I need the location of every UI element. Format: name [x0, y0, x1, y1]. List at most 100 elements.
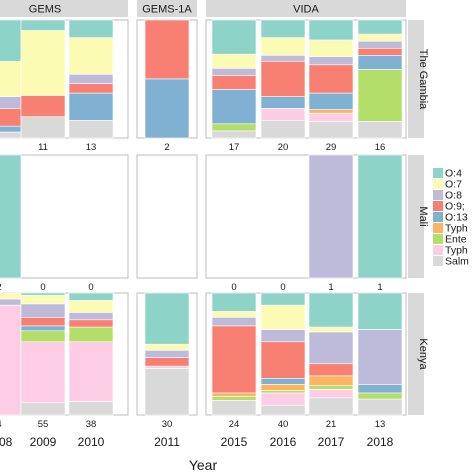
row-strip-label-kenya: Kenya — [417, 338, 429, 370]
year-tick-2009: 2009 — [30, 435, 57, 449]
panel-mali-gems-1a — [136, 154, 198, 279]
bar-segment-the-gambia-2016-o-9-3 — [260, 60, 306, 98]
bar-segment-kenya-2016-o-7-1 — [260, 304, 306, 330]
panel-mali-gems — [0, 154, 129, 279]
bar-segment-the-gambia-2011-o-13-4 — [144, 78, 190, 139]
legend-swatch-ente-6 — [433, 234, 443, 244]
bar-segment-kenya-2009-o-13-4 — [20, 325, 66, 332]
bar-segment-the-gambia-2010-o-4-0 — [68, 19, 114, 39]
bar-segment-kenya-2017-ente-6 — [308, 385, 354, 390]
bar-segment-kenya-2009-salm-8 — [20, 402, 66, 416]
bar-segment-kenya-2011-typh-7 — [144, 365, 190, 369]
bar-segment-kenya-2008-typh-7 — [0, 304, 22, 416]
bar-segment-the-gambia-2017-typh-5 — [308, 109, 354, 114]
x-tick-labels: 2008 2009 2010 2011 2015 2016 2017 2018 — [0, 435, 394, 449]
bar-segment-kenya-2009-ente-6 — [20, 330, 66, 343]
bar-segment-kenya-2018-salm-8 — [357, 398, 403, 416]
count-label-the-gambia-2011: 2 — [164, 142, 169, 153]
bar-segment-kenya-2015-o-4-0 — [211, 292, 257, 312]
bar-segment-kenya-2011-o-4-0 — [144, 292, 190, 345]
bar-segment-the-gambia-2010-o-9-3 — [68, 83, 114, 94]
count-label-kenya-2017: 21 — [326, 419, 337, 430]
bar-segment-kenya-2015-ente-6 — [211, 396, 257, 401]
count-label-the-gambia-2015: 17 — [229, 142, 240, 153]
legend-label-o-8-2: O:8 — [445, 190, 462, 202]
bar-segment-the-gambia-2016-typh-7 — [260, 108, 306, 121]
bar-segment-kenya-2016-o-4-0 — [260, 292, 306, 306]
bar-segment-kenya-2015-o-7-1 — [211, 310, 257, 318]
row-strip-label-the-gambia: The Gambia — [417, 49, 429, 110]
bar-segment-kenya-2016-ente-6 — [260, 390, 306, 394]
bar-segment-the-gambia-2009-o-4-0 — [20, 19, 66, 31]
row-strip-kenya — [408, 293, 424, 415]
bar-segment-kenya-2015-typh-5 — [211, 392, 257, 398]
bar-segment-the-gambia-2017-o-9-3 — [308, 64, 354, 94]
bar-segment-the-gambia-2018-o-4-0 — [357, 19, 403, 35]
count-label-kenya-2011: 30 — [162, 419, 173, 430]
legend-swatch-typh-7 — [433, 245, 443, 255]
count-label-mali-2008: 2 — [0, 282, 2, 293]
bar-segment-kenya-2017-typh-7 — [308, 389, 354, 399]
bar-segment-kenya-2016-o-13-4 — [260, 378, 306, 385]
bar-segment-kenya-2010-o-7-1 — [68, 300, 114, 313]
legend-label-salm-8: Salm — [445, 256, 469, 268]
legend-swatch-o-7-1 — [433, 179, 443, 189]
bar-segment-the-gambia-2009-o-9-3 — [20, 95, 66, 118]
year-tick-2010: 2010 — [78, 435, 105, 449]
legend-label-o-13-4: O:13 — [445, 212, 468, 224]
bar-segment-kenya-2017-o-8-2 — [308, 331, 354, 365]
bar-segment-the-gambia-2015-salm-8 — [211, 130, 257, 139]
strip-label-gems-1a: GEMS-1A — [142, 4, 192, 16]
bar-segment-the-gambia-2010-o-7-1 — [68, 37, 114, 75]
bar-segment-the-gambia-2008-o-4-0 — [0, 19, 22, 62]
legend-swatch-typh-5 — [433, 223, 443, 233]
bar-segment-kenya-2010-o-8-2 — [68, 312, 114, 321]
bar-segment-the-gambia-2016-o-8-2 — [260, 55, 306, 62]
bar-segment-kenya-2009-o-4-0 — [20, 292, 66, 296]
count-label-kenya-2016: 40 — [278, 419, 289, 430]
strip-label-gems: GEMS — [29, 4, 61, 16]
bar-segment-the-gambia-2018-o-9-3 — [357, 48, 403, 56]
count-label-mali-2017: 1 — [328, 282, 333, 293]
bar-segment-kenya-2011-o-9-3 — [144, 357, 190, 367]
legend-swatch-o-4-0 — [433, 168, 443, 178]
x-axis-label: Year — [189, 457, 218, 473]
bar-segment-kenya-2010-typh-7 — [68, 341, 114, 402]
count-label-kenya-2010: 38 — [86, 419, 97, 430]
legend-label-ente-6: Ente — [445, 234, 467, 246]
bar-segment-mali-2018-o-4-0 — [357, 154, 403, 279]
bar-segment-kenya-2015-salm-8 — [211, 400, 257, 416]
strip-gems — [0, 0, 128, 17]
bar-segment-the-gambia-2016-o-7-1 — [260, 37, 306, 56]
count-label-the-gambia-2016: 20 — [278, 142, 289, 153]
bar-segment-the-gambia-2009-salm-8 — [20, 116, 66, 139]
bar-segment-the-gambia-2015-o-4-0 — [211, 19, 257, 55]
strip-gems-1a — [137, 0, 197, 17]
bar-segment-the-gambia-2017-o-7-1 — [308, 39, 354, 57]
bar-segment-the-gambia-2015-o-9-3 — [211, 75, 257, 90]
strip-label-vida: VIDA — [293, 4, 319, 16]
legend-label-o-7-1: O:7 — [445, 179, 462, 191]
bar-segment-kenya-2008-o-8-2 — [0, 298, 22, 306]
bar-segment-the-gambia-2010-o-13-4 — [68, 92, 114, 121]
count-label-the-gambia-2010: 13 — [86, 142, 97, 153]
year-tick-2018: 2018 — [367, 435, 394, 449]
year-tick-2011: 2011 — [154, 435, 180, 449]
bar-segment-the-gambia-2017-o-4-0 — [308, 19, 354, 41]
count-label-the-gambia-2009: 11 — [38, 142, 48, 153]
count-label-the-gambia-2017: 29 — [326, 142, 337, 153]
bar-segment-the-gambia-2010-salm-8 — [68, 120, 114, 139]
legend-swatch-o-8-2 — [433, 190, 443, 200]
bar-segment-kenya-2011-o-7-1 — [144, 343, 190, 351]
count-label-kenya-2009: 55 — [38, 419, 49, 430]
bar-segment-the-gambia-2018-salm-8 — [357, 121, 403, 139]
bar-segment-kenya-2017-o-4-0 — [308, 292, 354, 328]
bar-segment-kenya-2017-salm-8 — [308, 397, 354, 416]
bar-segment-the-gambia-2017-o-8-2 — [308, 56, 354, 66]
bar-segment-kenya-2010-o-4-0 — [68, 292, 114, 301]
bar-segment-kenya-2009-o-7-1 — [20, 295, 66, 305]
count-label-mali-2015: 0 — [231, 282, 236, 293]
year-tick-2015: 2015 — [221, 435, 248, 449]
